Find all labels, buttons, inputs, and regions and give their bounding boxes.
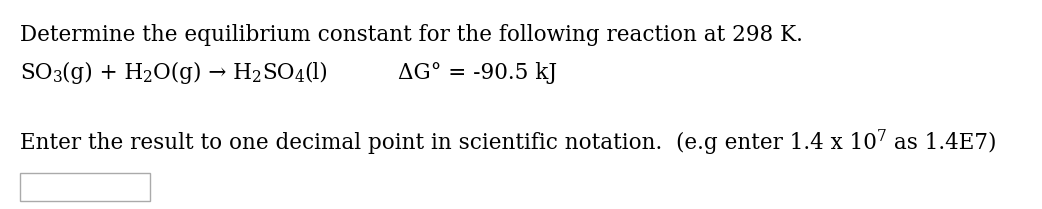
Bar xyxy=(20,173,150,201)
Text: Determine the equilibrium constant for the following reaction at 298 K.: Determine the equilibrium constant for t… xyxy=(20,24,803,46)
Text: 4: 4 xyxy=(295,69,304,86)
Text: SO: SO xyxy=(262,62,295,84)
Text: 2: 2 xyxy=(144,69,153,86)
Text: SO: SO xyxy=(20,62,52,84)
Text: 2: 2 xyxy=(252,69,262,86)
Text: ΔG° = -90.5 kJ: ΔG° = -90.5 kJ xyxy=(398,62,557,84)
Text: 3: 3 xyxy=(52,69,63,86)
Text: Enter the result to one decimal point in scientific notation.  (e.g enter 1.4 x : Enter the result to one decimal point in… xyxy=(20,132,877,154)
Text: 7: 7 xyxy=(877,128,887,145)
Text: as 1.4E7): as 1.4E7) xyxy=(887,132,996,154)
Text: (g) + H: (g) + H xyxy=(63,62,144,84)
Text: (l): (l) xyxy=(304,62,328,84)
Text: O(g) → H: O(g) → H xyxy=(153,62,252,84)
